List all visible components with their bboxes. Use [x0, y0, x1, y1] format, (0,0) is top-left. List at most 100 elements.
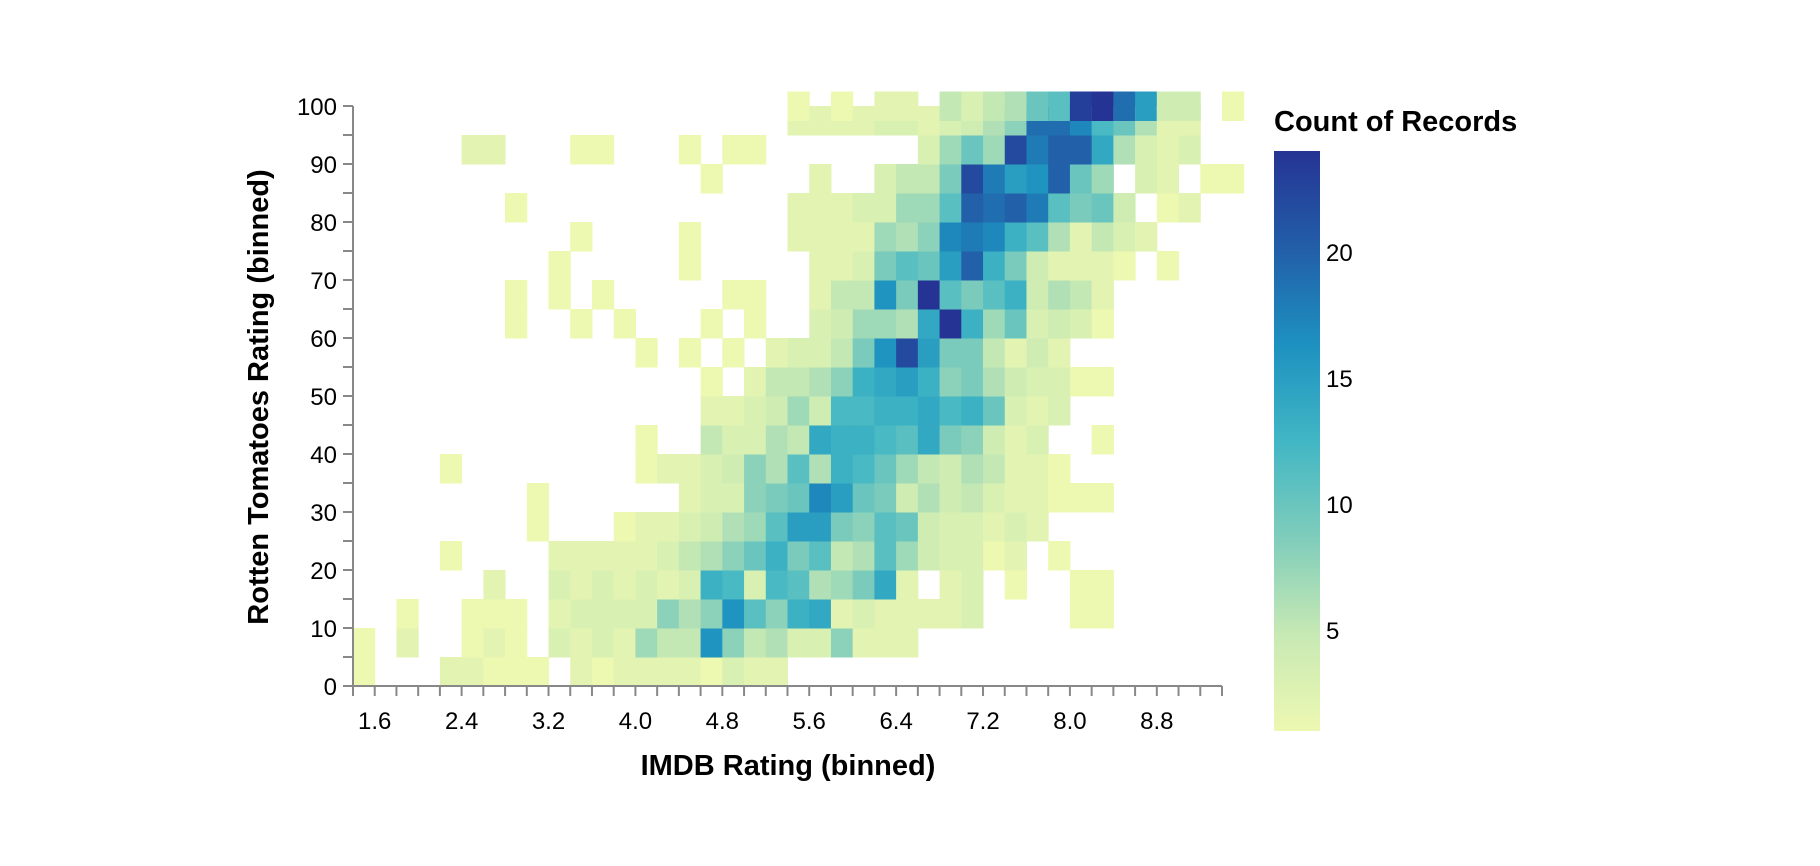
- heatmap-cell: [722, 628, 745, 658]
- heatmap-cell: [961, 280, 984, 310]
- y-tick-label: 100: [297, 94, 337, 121]
- heatmap-cell: [526, 512, 550, 542]
- heatmap-cell: [678, 338, 702, 368]
- heatmap-cell: [983, 512, 1006, 542]
- heatmap-cell: [1004, 454, 1027, 484]
- heatmap-cell: [722, 454, 745, 484]
- heatmap-cell: [613, 657, 636, 687]
- heatmap-cell: [852, 193, 875, 223]
- heatmap-cell: [809, 599, 832, 629]
- heatmap-cell: [570, 309, 593, 339]
- heatmap-cell: [896, 396, 919, 426]
- heatmap-cell: [657, 599, 680, 629]
- heatmap-cell: [1048, 541, 1071, 571]
- heatmap-cell: [983, 309, 1006, 339]
- heatmap-cell: [700, 164, 723, 194]
- heatmap-cell: [1091, 570, 1114, 600]
- heatmap-cell: [809, 193, 832, 223]
- heatmap-cell: [678, 657, 702, 687]
- heatmap-cell: [700, 425, 723, 455]
- heatmap-cell: [874, 309, 897, 339]
- x-tick-label: 8.8: [1140, 708, 1173, 735]
- heatmap-cell: [983, 541, 1006, 571]
- heatmap-cell: [983, 280, 1006, 310]
- heatmap-cell: [896, 222, 919, 252]
- legend-tick-label: 5: [1326, 618, 1339, 645]
- heatmap-cell: [787, 193, 810, 223]
- heatmap-cell: [678, 570, 702, 600]
- heatmap-cell: [809, 106, 832, 136]
- heatmap-cell: [396, 628, 419, 658]
- heatmap-cell: [896, 599, 919, 629]
- axes: [343, 105, 1223, 696]
- heatmap-cell: [700, 454, 723, 484]
- heatmap-cell: [1222, 91, 1245, 121]
- heatmap-cell: [1135, 135, 1158, 165]
- heatmap-cell: [678, 512, 702, 542]
- heatmap-cell: [961, 541, 984, 571]
- heatmap-cell: [1048, 280, 1071, 310]
- y-tick-label: 10: [310, 616, 337, 643]
- heatmap-cell: [896, 628, 919, 658]
- heatmap-cell: [1091, 280, 1114, 310]
- heatmap-cell: [1026, 512, 1049, 542]
- heatmap-cell: [830, 280, 854, 310]
- y-tick-label: 60: [310, 326, 337, 353]
- heatmap-cell: [570, 570, 593, 600]
- heatmap-cell: [1091, 164, 1114, 194]
- heatmap-cell: [1113, 193, 1136, 223]
- heatmap-cell: [700, 309, 723, 339]
- heatmap-cell: [570, 222, 593, 252]
- heatmap-cell: [983, 396, 1006, 426]
- heatmap-cell: [1026, 396, 1049, 426]
- heatmap-cell: [1004, 338, 1027, 368]
- heatmap-cell: [1026, 280, 1049, 310]
- heatmap-cell: [787, 396, 810, 426]
- heatmap-cell: [744, 454, 767, 484]
- heatmap-cell: [678, 599, 702, 629]
- heatmap-cell: [939, 135, 962, 165]
- heatmap-cell: [809, 309, 832, 339]
- heatmap-cell: [505, 628, 528, 658]
- heatmap-cell: [787, 367, 810, 397]
- heatmap-cell: [744, 541, 767, 571]
- heatmap-cell: [1048, 164, 1071, 194]
- heatmap-cell: [917, 251, 941, 281]
- heatmap-cell: [1156, 164, 1180, 194]
- heatmap-cell: [700, 628, 723, 658]
- heatmap-cell: [939, 425, 962, 455]
- heatmap-cell: [700, 570, 723, 600]
- heatmap-cell: [722, 280, 745, 310]
- heatmap-cell: [353, 657, 376, 687]
- heatmap-cell: [765, 657, 788, 687]
- heatmap-cell: [983, 483, 1006, 513]
- heatmap-cell: [830, 628, 854, 658]
- heatmap-cell: [896, 454, 919, 484]
- heatmap-cell: [961, 483, 984, 513]
- heatmap-cell: [1026, 309, 1049, 339]
- heatmap-cell: [852, 106, 875, 136]
- heatmap-cell: [961, 512, 984, 542]
- heatmap-cell: [635, 628, 658, 658]
- heatmap-cell: [809, 512, 832, 542]
- heatmap-cell: [1069, 367, 1093, 397]
- heatmap-cell: [1069, 193, 1093, 223]
- heatmap-cell: [939, 599, 962, 629]
- heatmap-cell: [939, 396, 962, 426]
- heatmap-cell: [483, 135, 506, 165]
- heatmap-cell: [917, 338, 941, 368]
- y-axis-title: Rotten Tomatoes Rating (binned): [243, 169, 275, 624]
- heatmap-cell: [983, 454, 1006, 484]
- heatmap-cell: [461, 628, 484, 658]
- heatmap-cell: [678, 222, 702, 252]
- heatmap-cell: [722, 396, 745, 426]
- heatmap-cell: [657, 454, 680, 484]
- heatmap-cell: [852, 483, 875, 513]
- heatmap-cell: [505, 193, 528, 223]
- heatmap-cell: [961, 251, 984, 281]
- legend-tick-label: 20: [1326, 240, 1353, 267]
- heatmap-cell: [874, 599, 897, 629]
- heatmap-cell: [744, 570, 767, 600]
- heatmap-cell: [765, 396, 788, 426]
- heatmap-cell: [1091, 483, 1114, 513]
